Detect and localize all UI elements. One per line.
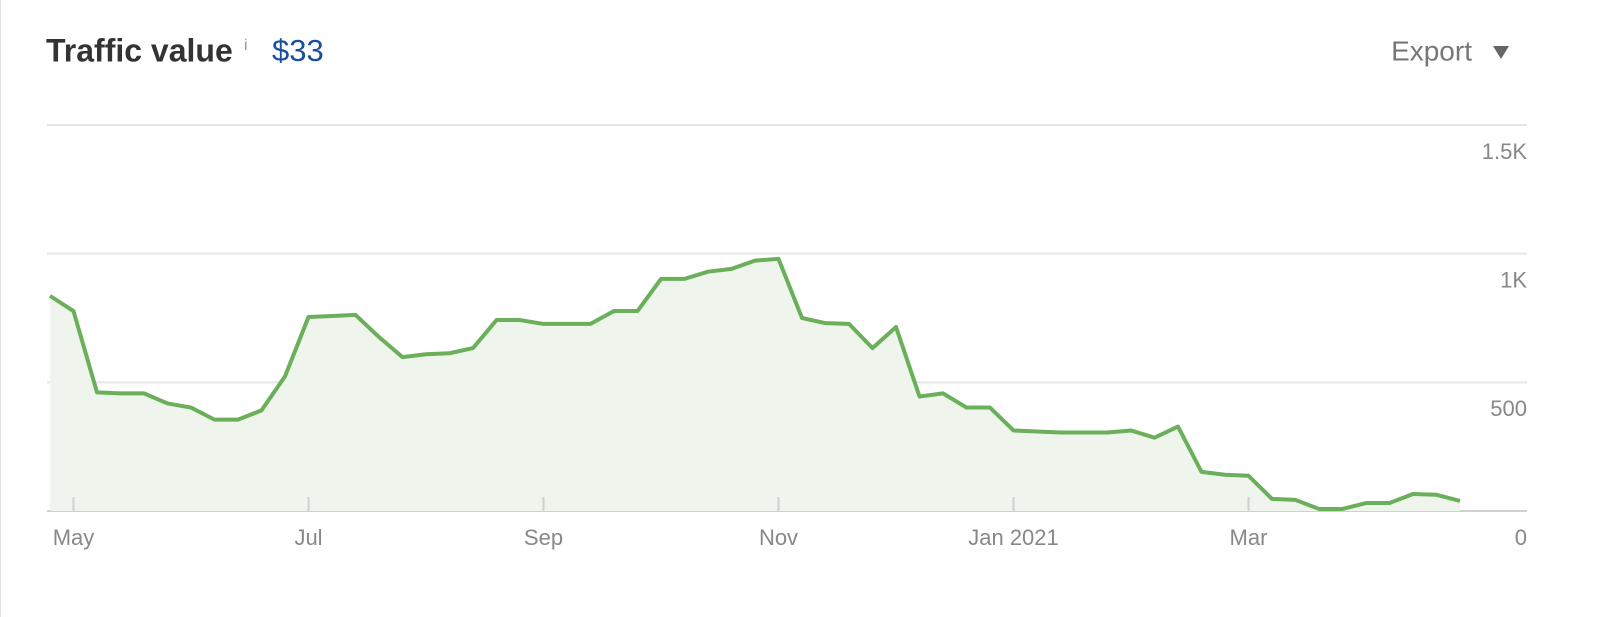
line (48, 256, 1461, 511)
export-caret[interactable] (1493, 46, 1509, 59)
export-button[interactable]: Export (1391, 35, 1472, 66)
area (50, 258, 1460, 511)
x-tick-label: Jul (294, 525, 322, 550)
x-tick-label: Jan 2021 (968, 525, 1059, 550)
info-icon[interactable]: i (244, 37, 248, 54)
y-tick-label: 500 (1490, 396, 1527, 421)
x-tick-label: Nov (759, 525, 798, 550)
y-tick-label: 1.5K (1482, 139, 1528, 164)
x-tick-label: Sep (524, 525, 563, 550)
x-tick-label: Mar (1230, 525, 1268, 550)
header-value: $33 (272, 33, 324, 68)
y-tick-label: 1K (1500, 267, 1527, 292)
x-tick-label: May (53, 525, 95, 550)
chart-title: Traffic value (46, 32, 233, 68)
y-tick-label: 0 (1515, 525, 1527, 550)
